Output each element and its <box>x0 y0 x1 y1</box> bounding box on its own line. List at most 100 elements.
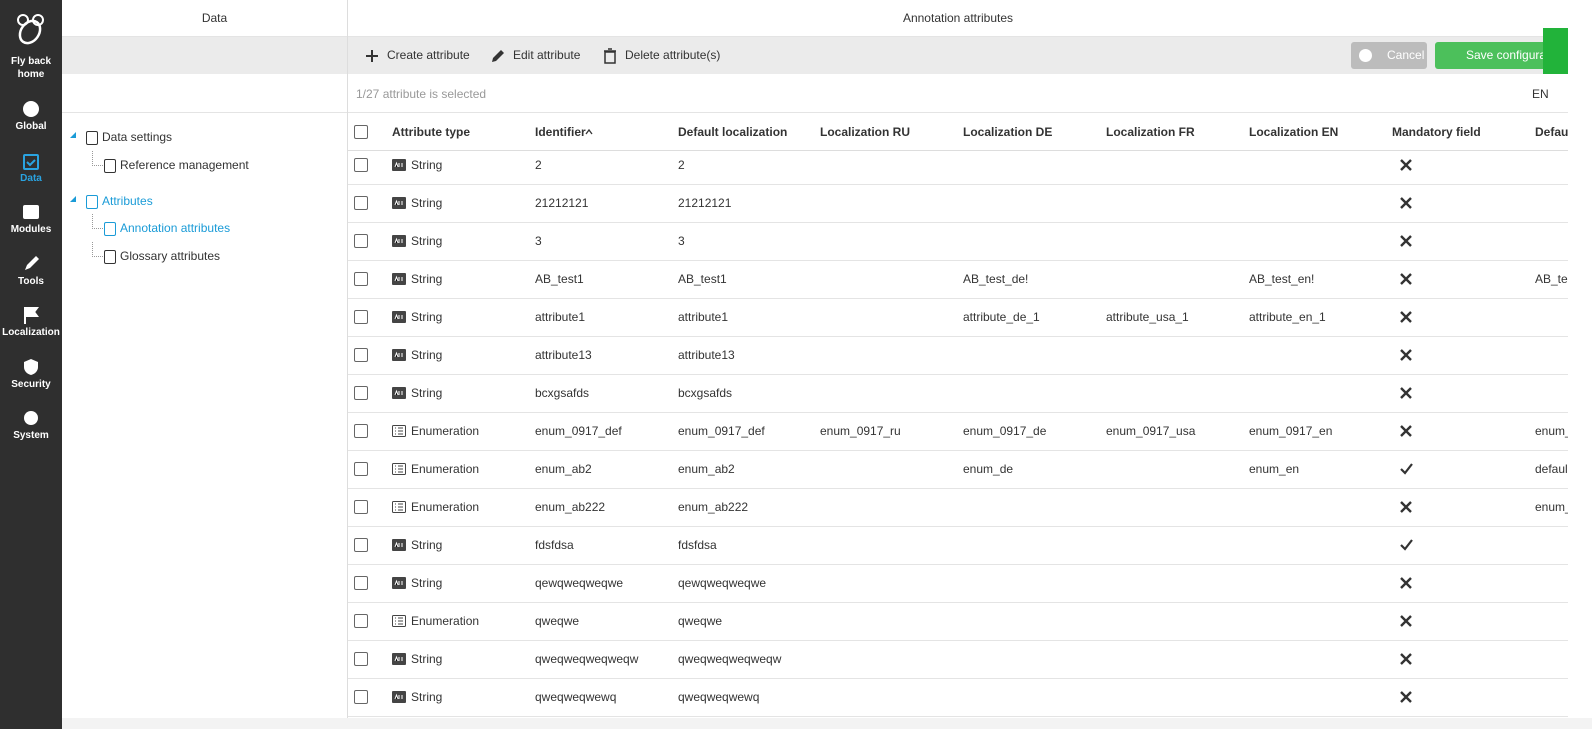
cross-icon <box>1400 159 1412 171</box>
table-row[interactable]: String qweqweqwewq qweqweqwewq <box>348 678 1568 717</box>
tree-item[interactable]: Attributes <box>102 193 153 208</box>
row-checkbox[interactable] <box>354 652 368 666</box>
table-body: String 2 2 String 21212121 21212121 String 3 3 St… <box>348 147 1568 729</box>
row-checkbox[interactable] <box>354 576 368 590</box>
tree-connector <box>92 242 103 258</box>
tree-item[interactable]: Reference management <box>120 157 249 172</box>
row-checkbox[interactable] <box>354 310 368 324</box>
table-row[interactable]: Enumeration enum_ab222 enum_ab222 enum_ <box>348 488 1568 527</box>
nav-item[interactable]: Security <box>0 358 62 391</box>
table-row[interactable]: Enumeration enum_ab2 enum_ab2 enum_de enum_e… <box>348 450 1568 489</box>
table-cell: attribute_de_1 <box>963 310 1040 324</box>
table-cell: Enumeration <box>411 614 480 628</box>
toolbar-button[interactable]: Delete attribute(s) <box>602 37 720 74</box>
sort-indicator <box>585 128 593 135</box>
nav-item[interactable]: System <box>0 409 62 442</box>
column-header[interactable]: Localization DE <box>963 125 1053 139</box>
row-checkbox[interactable] <box>354 538 368 552</box>
table-row[interactable]: String qewqweqweqwe qewqweqweqwe <box>348 564 1568 603</box>
row-checkbox[interactable] <box>354 614 368 628</box>
cross-icon <box>1400 273 1412 285</box>
main-header: Annotation attributes <box>348 0 1568 37</box>
check-icon <box>1400 463 1413 475</box>
nav-item[interactable]: Fly back home <box>0 55 62 81</box>
table-cell: AB_test_en! <box>1249 272 1315 286</box>
nav-label[interactable]: Localization <box>2 327 60 338</box>
main-title: Annotation attributes <box>902 11 1014 25</box>
table-row[interactable]: String attribute13 attribute13 <box>348 336 1568 375</box>
row-checkbox[interactable] <box>354 462 368 476</box>
nav-item[interactable]: Data <box>0 152 62 185</box>
row-checkbox[interactable] <box>354 424 368 438</box>
row-checkbox[interactable] <box>354 234 368 248</box>
nav-icon <box>23 205 39 219</box>
column-header[interactable]: Mandatory field <box>1392 125 1481 139</box>
save-label[interactable]: Save configuration <box>1466 48 1566 62</box>
toolbar-label[interactable]: Create attribute <box>387 48 470 62</box>
cancel-button[interactable]: Cancel <box>1351 42 1427 69</box>
row-checkbox[interactable] <box>354 158 368 172</box>
language-select[interactable]: EN <box>1532 87 1549 101</box>
table-row[interactable]: String AB_test1 AB_test1 AB_test_de! AB_test… <box>348 260 1568 299</box>
row-checkbox[interactable] <box>354 386 368 400</box>
column-header[interactable]: Localization FR <box>1106 125 1195 139</box>
tree-toggle[interactable] <box>70 195 76 202</box>
row-checkbox[interactable] <box>354 348 368 362</box>
table-cell: enum_en <box>1249 462 1300 476</box>
row-checkbox[interactable] <box>354 500 368 514</box>
table-row[interactable]: String 3 3 <box>348 222 1568 261</box>
type-icon <box>392 235 406 247</box>
tree-item[interactable]: Annotation attributes <box>120 221 231 236</box>
table-row[interactable]: String fdsfdsa fdsfdsa <box>348 526 1568 565</box>
nav-item[interactable]: Tools <box>0 255 62 288</box>
nav-label[interactable]: Global <box>15 121 47 132</box>
column-header[interactable]: Localization RU <box>820 125 911 139</box>
check-icon <box>1400 539 1413 551</box>
table-row[interactable]: Enumeration qweqwe qweqwe <box>348 602 1568 641</box>
nav-item[interactable]: Global <box>0 100 62 133</box>
table-row[interactable]: String 21212121 21212121 <box>348 184 1568 223</box>
table-cell: 21212121 <box>535 196 589 210</box>
table-cell: qewqweqweqwe <box>535 576 624 590</box>
table-row[interactable]: String attribute1 attribute1 attribute_de_1… <box>348 298 1568 337</box>
toolbar-label[interactable]: Edit attribute <box>513 48 581 62</box>
nav-item[interactable]: Localization <box>0 306 62 339</box>
type-icon <box>392 653 406 665</box>
toolbar-label[interactable]: Delete attribute(s) <box>625 48 721 62</box>
footer <box>62 718 1592 729</box>
column-header[interactable]: Default localization <box>678 125 788 139</box>
toolbar-button[interactable]: Edit attribute <box>490 37 580 74</box>
column-header[interactable]: Defaul <box>1535 125 1568 139</box>
table-cell: bcxgsafds <box>678 386 733 400</box>
nav-label[interactable]: System <box>13 430 49 441</box>
nav-label[interactable]: Fly back home <box>10 56 52 80</box>
column-header[interactable]: Identifier <box>535 125 586 139</box>
tree-item[interactable]: Glossary attributes <box>120 249 221 264</box>
table-cell: enum_0917_def <box>678 424 765 438</box>
table-cell: enum_0917_ru <box>820 424 901 438</box>
tree-item[interactable]: Data settings <box>102 130 173 144</box>
cross-icon <box>1400 691 1412 703</box>
table-row[interactable]: String bcxgsafds bcxgsafds <box>348 374 1568 413</box>
nav-label[interactable]: Tools <box>18 275 44 287</box>
cancel-label[interactable]: Cancel <box>1387 48 1425 62</box>
row-checkbox[interactable] <box>354 272 368 286</box>
nav-item[interactable]: Modules <box>0 203 62 236</box>
row-checkbox[interactable] <box>354 196 368 210</box>
table-row[interactable]: String qweqweqweqweqw qweqweqweqweqw <box>348 640 1568 679</box>
column-header[interactable]: Localization EN <box>1249 125 1339 139</box>
tree-toggle[interactable] <box>70 132 76 138</box>
table-row[interactable]: Enumeration enum_0917_def enum_0917_def enu… <box>348 412 1568 451</box>
nav-label[interactable]: Modules <box>10 224 52 235</box>
table-cell: 21212121 <box>678 196 732 210</box>
nav-label[interactable]: Security <box>11 378 51 390</box>
column-header[interactable]: Attribute type <box>392 125 470 139</box>
table-row[interactable]: String 2 2 <box>348 146 1568 185</box>
main-panel: Annotation attributes Cancel Save config… <box>348 0 1568 729</box>
cross-icon <box>1400 653 1412 665</box>
nav-label[interactable]: Data <box>20 172 42 184</box>
toolbar-button[interactable]: Create attribute <box>364 37 470 74</box>
row-checkbox[interactable] <box>354 690 368 704</box>
table-cell: AB_test1 <box>535 272 584 286</box>
select-all-checkbox[interactable] <box>354 125 368 139</box>
